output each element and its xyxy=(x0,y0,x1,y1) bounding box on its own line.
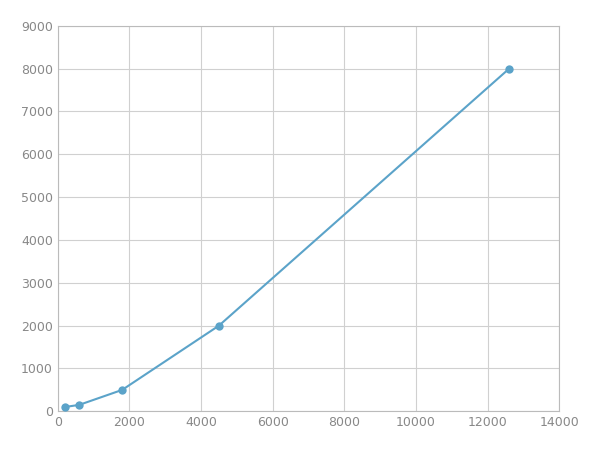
Point xyxy=(118,386,127,393)
Point xyxy=(60,403,70,410)
Point xyxy=(505,65,514,72)
Point xyxy=(74,401,84,409)
Point xyxy=(214,322,224,329)
